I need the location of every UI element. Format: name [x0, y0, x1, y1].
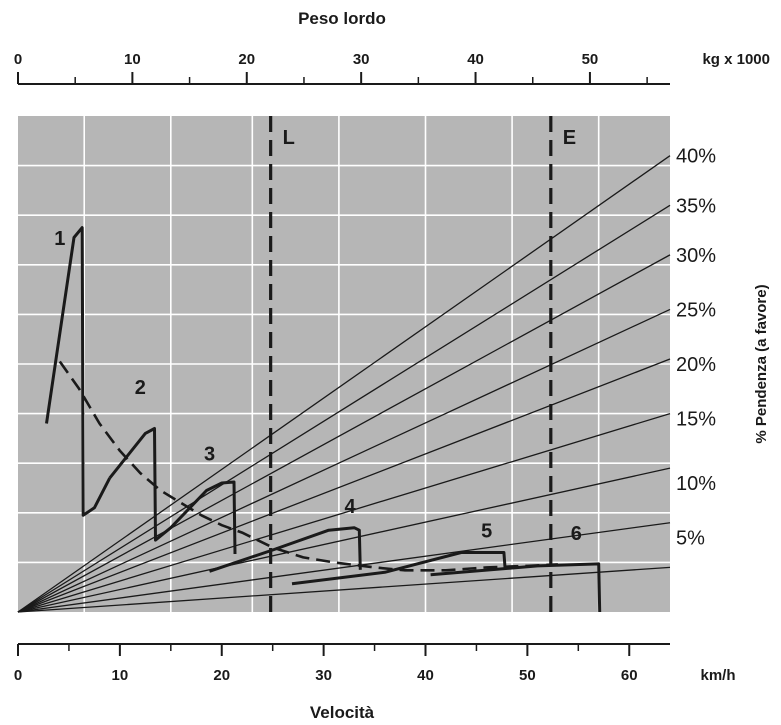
bottom-axis-ticks: 0 10 20 30 40 50 60	[14, 644, 638, 684]
bottom-axis-unit: km/h	[700, 667, 735, 684]
grade-label-25pct: 25%	[676, 299, 716, 321]
grade-label-40pct: 40%	[676, 146, 716, 168]
grade-label-15pct: 15%	[676, 409, 716, 431]
bottom-tick-label-50: 50	[519, 667, 536, 684]
gear-curve-3	[209, 526, 362, 573]
grade-label-35pct: 35%	[676, 195, 716, 217]
bottom-tick-label-40: 40	[417, 667, 434, 684]
top-tick-label-50: 50	[582, 51, 599, 68]
marker-label-L: L	[283, 127, 295, 149]
grade-lines	[17, 155, 671, 613]
grade-line-4	[17, 358, 671, 613]
gear-curve-2	[108, 427, 237, 555]
grade-line-2	[17, 254, 671, 613]
gear-curves	[45, 226, 602, 613]
gear-curve-5	[430, 562, 602, 613]
bottom-axis-title: Velocità	[310, 703, 375, 722]
top-tick-label-10: 10	[124, 51, 141, 68]
gear-label-3: 3	[204, 444, 215, 466]
top-tick-label-40: 40	[467, 51, 484, 68]
top-tick-label-0: 0	[14, 51, 22, 68]
gear-label-2: 2	[135, 377, 146, 399]
grade-line-5	[17, 412, 671, 613]
grade-line-8	[17, 566, 671, 613]
grade-line-6	[17, 467, 671, 613]
gear-label-1: 1	[54, 228, 65, 250]
retarder-dashed-curve	[58, 360, 558, 572]
bottom-tick-label-20: 20	[213, 667, 230, 684]
bottom-tick-label-10: 10	[112, 667, 129, 684]
right-axis-title: % Pendenza (a favore)	[753, 284, 770, 443]
grade-line-1	[17, 204, 671, 613]
gear-curve-4	[291, 551, 507, 586]
grade-line-3	[17, 308, 671, 613]
grade-line-7	[17, 522, 671, 613]
top-axis-title: Peso lordo	[298, 9, 386, 28]
gear-labels: 1 2 3 4 5 6	[54, 228, 582, 545]
grade-label-30pct: 30%	[676, 245, 716, 267]
horizontal-gridlines	[18, 164, 670, 564]
gear-label-4: 4	[345, 496, 357, 518]
gear-label-6: 6	[571, 523, 582, 545]
top-tick-label-20: 20	[238, 51, 255, 68]
bottom-tick-label-30: 30	[315, 667, 332, 684]
top-tick-label-30: 30	[353, 51, 370, 68]
marker-label-E: E	[563, 127, 576, 149]
top-axis-unit: kg x 1000	[702, 51, 770, 68]
grade-line-0	[17, 155, 671, 613]
top-axis-ticks: 0 10 20 30 40 50	[14, 51, 648, 84]
gear-curve-1	[45, 226, 112, 517]
grade-label-20pct: 20%	[676, 354, 716, 376]
grade-labels: 40% 35% 30% 25% 20% 15% 10% 5%	[676, 146, 716, 550]
grade-label-5pct: 5%	[676, 528, 705, 550]
bottom-tick-label-0: 0	[14, 667, 22, 684]
gear-label-5: 5	[481, 521, 492, 543]
grade-label-10pct: 10%	[676, 473, 716, 495]
bottom-tick-label-60: 60	[621, 667, 638, 684]
